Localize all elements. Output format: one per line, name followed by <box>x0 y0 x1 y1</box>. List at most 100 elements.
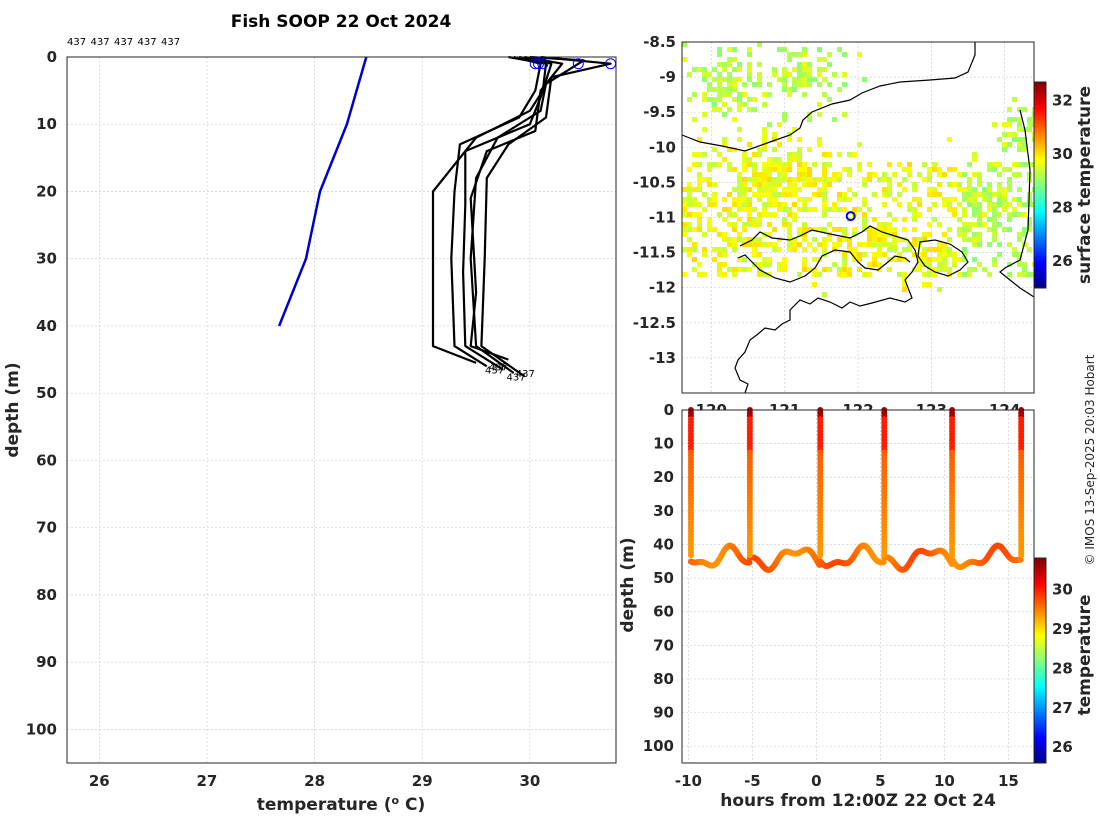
ts-colorbar-segment <box>1034 753 1046 755</box>
sst-cell <box>817 137 822 142</box>
ts-ytick-label: 80 <box>653 670 674 688</box>
sst-cell <box>987 167 992 172</box>
ts-colorbar-segment <box>1034 660 1046 662</box>
sst-cell <box>1007 202 1012 207</box>
sst-cell <box>757 242 762 247</box>
sst-cell <box>882 172 887 177</box>
map-colorbar-label: surface temperature <box>1075 86 1095 284</box>
sst-cell <box>822 247 827 252</box>
sst-cell <box>777 142 782 147</box>
sst-cell <box>787 152 792 157</box>
map-colorbar-segment <box>1034 115 1046 117</box>
sst-cell <box>807 117 812 122</box>
sst-cell <box>772 137 777 142</box>
ts-colorbar-segment <box>1034 679 1046 681</box>
sst-cell <box>892 197 897 202</box>
map-colorbar-segment <box>1034 192 1046 194</box>
ts-colorbar-segment <box>1034 691 1046 693</box>
sst-cell <box>782 162 787 167</box>
sst-cell <box>862 217 867 222</box>
map-colorbar-segment <box>1034 157 1046 159</box>
sst-cell <box>862 182 867 187</box>
ts-ytick-label: 60 <box>653 603 674 621</box>
sst-cell <box>747 52 752 57</box>
sst-cell <box>842 267 847 272</box>
ts-colorbar-segment <box>1034 605 1046 607</box>
sst-cell <box>732 82 737 87</box>
sst-cell <box>752 237 757 242</box>
sst-cell <box>772 227 777 232</box>
sst-cell <box>712 147 717 152</box>
sst-cell <box>797 157 802 162</box>
ts-colorbar-segment <box>1034 736 1046 738</box>
sst-cell <box>717 267 722 272</box>
ts-colorbar-segment <box>1034 631 1046 633</box>
ts-colorbar-segment <box>1034 740 1046 742</box>
sst-cell <box>722 197 727 202</box>
map-colorbar-segment <box>1034 159 1046 161</box>
sst-cell <box>792 177 797 182</box>
map-colorbar-segment <box>1034 205 1046 207</box>
ts-colorbar-segment <box>1034 724 1046 726</box>
sst-cell <box>837 152 842 157</box>
sst-cell <box>987 272 992 277</box>
ts-colorbar-segment <box>1034 759 1046 761</box>
sst-cell <box>707 177 712 182</box>
sst-cell <box>827 177 832 182</box>
ts-colorbar-segment <box>1034 756 1046 758</box>
sst-cell <box>907 202 912 207</box>
map-colorbar-segment <box>1034 207 1046 209</box>
sst-cell <box>757 272 762 277</box>
sst-cell <box>797 147 802 152</box>
sst-cell <box>892 232 897 237</box>
map-colorbar-segment <box>1034 121 1046 123</box>
sst-cell <box>727 192 732 197</box>
sst-cell <box>787 222 792 227</box>
sst-cell <box>727 207 732 212</box>
ts-ytick-label: 100 <box>643 737 674 755</box>
ts-colorbar-segment <box>1034 694 1046 696</box>
sst-cell <box>757 77 762 82</box>
sst-cell <box>1007 132 1012 137</box>
sst-cell <box>827 237 832 242</box>
sst-cell <box>747 77 752 82</box>
ts-colorbar-segment <box>1034 597 1046 599</box>
sst-cell <box>837 272 842 277</box>
ts-colorbar-segment <box>1034 601 1046 603</box>
sst-cell <box>702 247 707 252</box>
map-colorbar-segment <box>1034 102 1046 104</box>
sst-cell <box>967 272 972 277</box>
sst-cell <box>1002 197 1007 202</box>
sst-cell <box>802 92 807 97</box>
ts-colorbar-segment <box>1034 722 1046 724</box>
sst-cell <box>722 102 727 107</box>
sst-cell <box>912 197 917 202</box>
sst-cell <box>687 237 692 242</box>
map-colorbar-segment <box>1034 135 1046 137</box>
sst-cell <box>687 227 692 232</box>
ts-colorbar-segment <box>1034 628 1046 630</box>
sst-cell <box>822 202 827 207</box>
sst-cell <box>742 227 747 232</box>
sst-cell <box>682 227 687 232</box>
sst-cell <box>907 247 912 252</box>
ts-colorbar-segment <box>1034 697 1046 699</box>
sst-cell <box>1017 107 1022 112</box>
sst-cell <box>932 167 937 172</box>
sst-cell <box>872 227 877 232</box>
map-colorbar-segment <box>1034 286 1046 288</box>
sst-cell <box>747 47 752 52</box>
sst-cell <box>977 172 982 177</box>
sst-cell <box>1017 147 1022 152</box>
sst-cell <box>817 242 822 247</box>
map-colorbar-segment <box>1034 200 1046 202</box>
sst-cell <box>842 167 847 172</box>
ts-colorbar-segment <box>1034 652 1046 654</box>
sst-cell <box>752 97 757 102</box>
sst-cell <box>737 97 742 102</box>
sst-cell <box>962 212 967 217</box>
sst-cell <box>692 197 697 202</box>
sst-cell <box>977 242 982 247</box>
sst-cell <box>977 232 982 237</box>
map-colorbar-segment <box>1034 262 1046 264</box>
